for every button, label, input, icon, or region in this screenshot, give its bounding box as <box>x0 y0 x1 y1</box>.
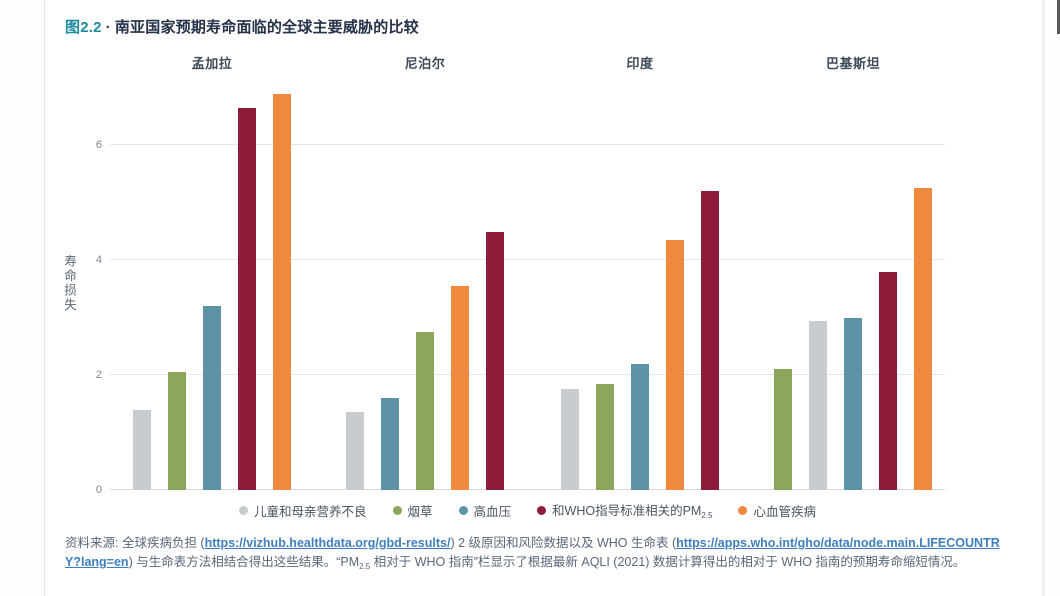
source-note: 资料来源: 全球疾病负担 (https://vizhub.healthdata.… <box>65 534 1015 576</box>
bar <box>844 317 862 490</box>
legend-label: 烟草 <box>407 504 433 519</box>
gridline-y2 <box>110 374 945 376</box>
bar <box>381 398 399 490</box>
bar-group-1: 孟加拉 <box>133 56 291 490</box>
y-tick-4: 4 <box>95 254 102 267</box>
bar <box>133 409 151 490</box>
figure-number: 图2.2 <box>65 19 102 36</box>
legend-item: 烟草 <box>392 501 433 520</box>
bar-group-4: 巴基斯坦 <box>774 56 932 490</box>
country-label: 巴基斯坦 <box>825 56 880 71</box>
bar <box>273 93 291 490</box>
legend-dot-icon <box>537 505 547 515</box>
bar-group-2: 尼泊尔 <box>346 56 504 490</box>
bar <box>561 389 579 490</box>
y-tick-0: 0 <box>95 484 102 496</box>
bar <box>416 332 434 490</box>
gridline-y4 <box>110 259 945 261</box>
bar <box>879 271 897 490</box>
gridline-y0 <box>110 489 945 490</box>
source-link[interactable]: https://apps.who.int/gho/data/node.main.… <box>65 536 1000 569</box>
bar <box>774 369 792 490</box>
bar <box>346 412 364 490</box>
source-text: 相对于 WHO 指南”栏显示了根据最新 AQLI (2021) 数据计算得出的相… <box>370 555 966 569</box>
bar <box>701 191 719 490</box>
bar <box>486 231 504 490</box>
legend-dot-icon <box>239 505 248 515</box>
figure-title: 图2.2 · 南亚国家预期寿命面临的全球主要威胁的比较 <box>65 16 419 37</box>
source-text-subscript: 2.5 <box>359 562 371 571</box>
source-link[interactable]: https://vizhub.healthdata.org/gbd-result… <box>204 536 451 550</box>
bar-group-3: 印度 <box>561 56 719 490</box>
bar <box>168 372 186 490</box>
legend-dot-icon <box>458 505 468 515</box>
source-text: ) 与生命表方法相结合得出这些结果。“PM <box>128 555 360 569</box>
legend-item: 儿童和母亲营养不良 <box>239 501 367 520</box>
title-separator: · <box>105 19 111 36</box>
y-tick-2: 2 <box>95 369 102 382</box>
legend-item: 心血管疾病 <box>738 501 816 520</box>
window-corner-shadow <box>1057 0 1060 34</box>
figure-panel: 图2.2 · 南亚国家预期寿命面临的全球主要威胁的比较 寿命损失 0 2 4 6 孟加拉 尼泊… <box>45 0 1042 596</box>
bar <box>203 306 221 490</box>
source-text: 资料来源: 全球疾病负担 ( <box>65 536 205 550</box>
source-text: ) 2 级原因和风险数据以及 WHO 生命表 ( <box>450 536 677 550</box>
legend-label: 儿童和母亲营养不良 <box>254 504 367 519</box>
country-label: 尼泊尔 <box>404 56 446 71</box>
legend-label: 和WHO指导标准相关的PM2.5 <box>552 504 713 520</box>
legend-label: 心血管疾病 <box>753 504 816 519</box>
bar <box>451 286 469 490</box>
bar <box>631 363 649 490</box>
bar <box>596 383 614 490</box>
y-axis-label: 寿命损失 <box>62 253 76 312</box>
legend-label: 高血压 <box>473 504 512 519</box>
chart-legend: 儿童和母亲营养不良 烟草 高血压 和WHO指导标准相关的PM2.5 心血管疾病 <box>110 500 945 520</box>
country-label: 孟加拉 <box>191 56 233 71</box>
legend-dot-icon <box>392 505 402 515</box>
legend-item: 和WHO指导标准相关的PM2.5 <box>537 500 712 520</box>
bar <box>914 188 932 490</box>
chart-plot-area: 寿命损失 0 2 4 6 孟加拉 尼泊尔 印度 巴基斯坦 <box>62 56 945 496</box>
page-edge-right <box>1042 0 1045 596</box>
y-tick-6: 6 <box>95 139 102 152</box>
legend-item: 高血压 <box>458 501 512 520</box>
figure-title-text: 南亚国家预期寿命面临的全球主要威胁的比较 <box>114 19 419 36</box>
bar <box>809 320 827 490</box>
gridline-y6 <box>110 144 945 146</box>
page-edge-left <box>44 0 45 596</box>
legend-dot-icon <box>738 505 748 515</box>
bar <box>666 240 684 490</box>
country-label: 印度 <box>626 56 654 71</box>
bar <box>238 107 256 490</box>
